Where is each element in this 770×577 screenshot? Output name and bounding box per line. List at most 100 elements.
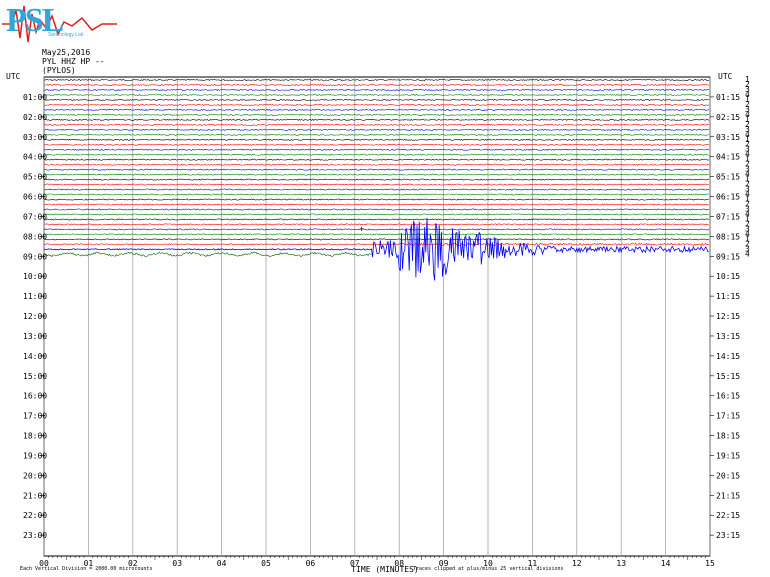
record-date: May25,2016 bbox=[42, 48, 91, 57]
hour-label-right: 02:15 bbox=[716, 113, 740, 122]
seismogram-trace bbox=[43, 79, 709, 81]
hour-label-right: 12:15 bbox=[716, 312, 740, 321]
hour-label-right: 17:15 bbox=[716, 412, 740, 421]
trace-index-mark: 1 bbox=[745, 195, 750, 204]
x-tick-label: 14 bbox=[661, 559, 671, 568]
trace-index-mark: 3 bbox=[745, 85, 750, 94]
trace-index-mark: 1 bbox=[745, 214, 750, 223]
seismogram-trace bbox=[43, 228, 710, 231]
seismogram-trace bbox=[43, 148, 710, 151]
plot-frame bbox=[43, 76, 711, 557]
logo-letters: PSL bbox=[6, 2, 64, 39]
hour-label-left: 10:00 bbox=[23, 272, 47, 281]
hour-label-left: 08:00 bbox=[23, 232, 47, 241]
seismogram-trace bbox=[43, 183, 710, 186]
right-axis-label: UTC bbox=[718, 72, 733, 81]
seismogram-trace bbox=[43, 118, 710, 121]
trace-index-mark: 2 bbox=[745, 160, 750, 169]
hour-label-left: 11:00 bbox=[23, 292, 47, 301]
hour-label-left: 15:00 bbox=[23, 372, 47, 381]
trace-index-mark: 4 bbox=[745, 110, 750, 119]
seismogram-trace bbox=[43, 217, 709, 281]
seismogram-trace bbox=[43, 98, 709, 101]
trace-index-mark: 3 bbox=[745, 185, 750, 194]
trace-index-mark: 4 bbox=[745, 150, 750, 159]
hour-label-right: 20:15 bbox=[716, 471, 740, 480]
hour-label-left: 13:00 bbox=[23, 332, 47, 341]
trace-index-mark: 3 bbox=[745, 165, 750, 174]
x-axis-label: TIME (MINUTES) bbox=[351, 565, 418, 574]
hour-label-left: 04:00 bbox=[23, 153, 47, 162]
hour-label-left: 20:00 bbox=[23, 471, 47, 480]
hour-label-left: 03:00 bbox=[23, 133, 47, 142]
logo-subtext: Seismology Lab bbox=[48, 32, 84, 38]
hour-label-left: 19:00 bbox=[23, 451, 47, 460]
seismogram-trace bbox=[43, 203, 709, 206]
trace-index-mark: 3 bbox=[745, 105, 750, 114]
hour-label-left: 21:00 bbox=[23, 491, 47, 500]
seismogram-trace bbox=[43, 153, 709, 156]
trace-index-mark: 1 bbox=[745, 155, 750, 164]
hour-label-right: 08:15 bbox=[716, 232, 740, 241]
event-marker: + bbox=[359, 224, 364, 233]
hour-label-left: 01:00 bbox=[23, 93, 47, 102]
seismogram-trace bbox=[43, 178, 709, 181]
trace-index-mark: 4 bbox=[745, 209, 750, 218]
psl-logo: PSL Seismology Lab bbox=[2, 2, 122, 46]
x-tick-label: 10 bbox=[483, 559, 493, 568]
seismogram-trace bbox=[43, 143, 709, 146]
seismogram-trace bbox=[43, 238, 709, 241]
seismogram-trace bbox=[43, 233, 710, 236]
hour-label-right: 19:15 bbox=[716, 451, 740, 460]
trace-index-mark: 2 bbox=[745, 120, 750, 129]
trace-index-mark: 1 bbox=[745, 175, 750, 184]
hour-label-left: 02:00 bbox=[23, 113, 47, 122]
hour-label-right: 21:15 bbox=[716, 491, 740, 500]
trace-index-mark: 2 bbox=[745, 200, 750, 209]
trace-index-mark: 4 bbox=[745, 130, 750, 139]
trace-index-mark: 1 bbox=[745, 115, 750, 124]
hour-label-right: 04:15 bbox=[716, 153, 740, 162]
seismogram-trace bbox=[43, 108, 710, 111]
x-tick-label: 00 bbox=[39, 559, 49, 568]
seismogram-trace bbox=[43, 188, 710, 191]
station-channel: PYL HHZ HP -- bbox=[42, 57, 105, 66]
clip-note: Traces clipped at plus/minus 25 vertical… bbox=[413, 566, 564, 572]
hour-label-right: 13:15 bbox=[716, 332, 740, 341]
seismogram-trace bbox=[43, 113, 709, 116]
x-tick-label: 11 bbox=[528, 559, 538, 568]
seismogram-trace bbox=[43, 208, 709, 211]
hour-label-left: 16:00 bbox=[23, 392, 47, 401]
trace-index-mark: 3 bbox=[745, 125, 750, 134]
trace-index-mark: 4 bbox=[745, 170, 750, 179]
x-tick-label: 05 bbox=[261, 559, 271, 568]
hour-label-left: 17:00 bbox=[23, 412, 47, 421]
seismogram-trace bbox=[43, 163, 710, 166]
hour-label-left: 22:00 bbox=[23, 511, 47, 520]
trace-index-mark: 3 bbox=[745, 244, 750, 253]
x-tick-label: 02 bbox=[128, 559, 138, 568]
hour-label-right: 22:15 bbox=[716, 511, 740, 520]
trace-index-mark: 2 bbox=[745, 239, 750, 248]
hour-label-right: 23:15 bbox=[716, 531, 740, 540]
seismogram-trace bbox=[43, 213, 709, 216]
x-tick-label: 04 bbox=[217, 559, 227, 568]
x-tick-label: 12 bbox=[572, 559, 582, 568]
x-tick-label: 06 bbox=[306, 559, 316, 568]
trace-index-mark: 3 bbox=[745, 204, 750, 213]
seismogram-trace bbox=[43, 173, 709, 176]
vertical-division-note: Each Vertical Division = 2000.00 microco… bbox=[20, 566, 153, 572]
hour-label-right: 06:15 bbox=[716, 193, 740, 202]
trace-index-mark: 2 bbox=[745, 80, 750, 89]
x-tick-label: 03 bbox=[172, 559, 182, 568]
hour-label-right: 09:15 bbox=[716, 252, 740, 261]
hour-label-left: 23:00 bbox=[23, 531, 47, 540]
trace-index-mark: 1 bbox=[745, 75, 750, 84]
trace-index-mark: 2 bbox=[745, 140, 750, 149]
trace-index-mark: 4 bbox=[745, 249, 750, 258]
x-tick-label: 15 bbox=[705, 559, 715, 568]
seismogram-trace bbox=[43, 218, 709, 221]
hour-label-right: 18:15 bbox=[716, 432, 740, 441]
trace-index-mark: 2 bbox=[745, 180, 750, 189]
x-tick-label: 01 bbox=[84, 559, 94, 568]
